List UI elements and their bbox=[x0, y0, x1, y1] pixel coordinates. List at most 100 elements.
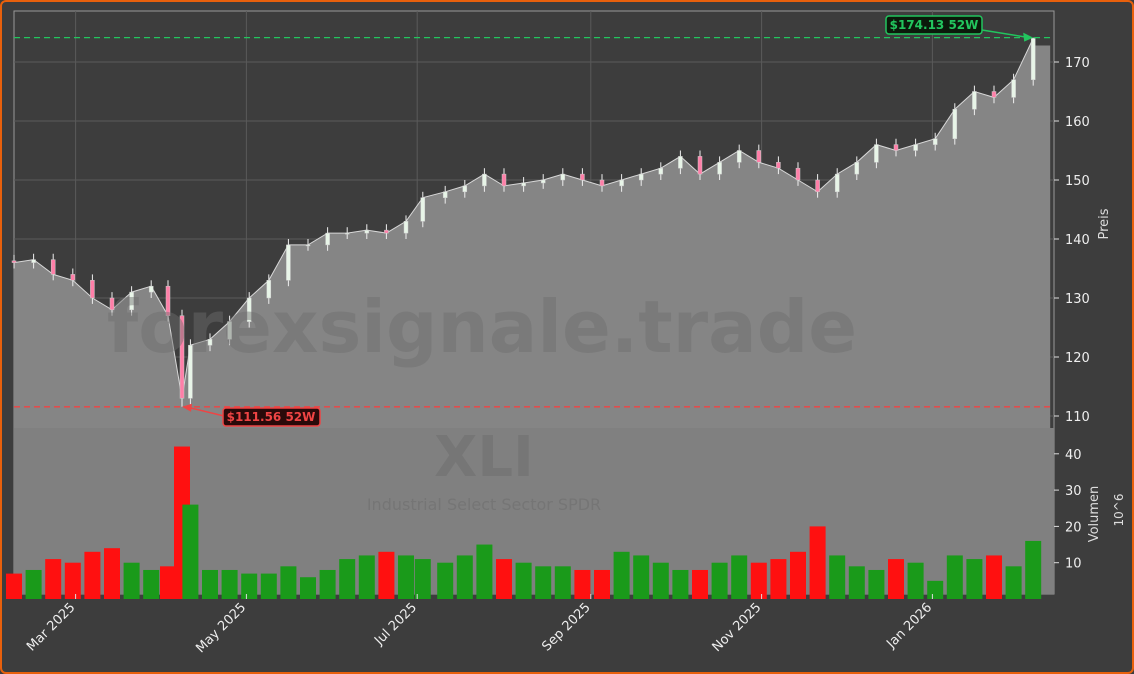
candles bbox=[11, 37, 1036, 407]
volume-bars bbox=[6, 446, 1042, 599]
candle-body bbox=[776, 162, 781, 169]
candle-body bbox=[638, 173, 644, 181]
candle-body bbox=[11, 260, 17, 263]
price-tick-label: 160 bbox=[1065, 115, 1090, 130]
time-tick-label: May 2025 bbox=[193, 600, 249, 656]
volume-bar bbox=[182, 504, 199, 599]
volume-bar bbox=[456, 555, 473, 599]
candle-body bbox=[619, 179, 624, 187]
candle-body bbox=[364, 229, 370, 234]
candle-body bbox=[286, 244, 291, 281]
volume-bar bbox=[613, 551, 630, 599]
volume-bar bbox=[750, 562, 767, 599]
candle-body bbox=[384, 229, 389, 234]
subtitle-watermark: Industrial Select Sector SPDR bbox=[367, 495, 601, 514]
volume-bar bbox=[554, 566, 571, 599]
volume-tick-label: 20 bbox=[1065, 520, 1082, 535]
candle-body bbox=[207, 339, 213, 346]
volume-bar bbox=[790, 551, 806, 599]
price-axis-label: Preis bbox=[1097, 208, 1112, 239]
volume-unit-label: 10^6 bbox=[1112, 494, 1126, 527]
candle-body bbox=[736, 150, 742, 163]
high-52w-label-box bbox=[885, 15, 983, 35]
candle-body bbox=[599, 179, 605, 187]
candle-body bbox=[717, 162, 722, 175]
candle-body bbox=[815, 179, 820, 193]
volume-bar bbox=[888, 559, 904, 599]
volume-bar bbox=[221, 569, 238, 599]
volume-bar bbox=[64, 562, 81, 599]
low-52w-arrowhead bbox=[182, 403, 192, 412]
candle-body bbox=[165, 285, 171, 316]
price-area-fill bbox=[14, 38, 1051, 429]
time-tick-label: Jul 2025 bbox=[371, 600, 420, 649]
candle-body bbox=[560, 173, 566, 181]
low-52w-label-box bbox=[222, 407, 321, 427]
candle-body bbox=[403, 221, 409, 234]
candle-body bbox=[31, 259, 36, 263]
candle-body bbox=[70, 274, 76, 281]
volume-bar bbox=[672, 569, 689, 599]
candle-body bbox=[932, 138, 938, 145]
price-area bbox=[13, 38, 1051, 429]
volume-axis-label: Volumen bbox=[1087, 486, 1102, 543]
candle-body bbox=[972, 91, 977, 110]
volume-bar bbox=[652, 562, 669, 599]
candle-body bbox=[952, 108, 958, 139]
candle-body bbox=[756, 150, 762, 163]
volume-bar bbox=[515, 562, 532, 599]
candle-body bbox=[179, 315, 185, 399]
candle-body bbox=[697, 156, 703, 175]
volume-bar bbox=[966, 559, 983, 599]
volume-bar bbox=[946, 555, 963, 599]
price-tick-label: 120 bbox=[1065, 351, 1090, 366]
candle-body bbox=[795, 167, 801, 181]
time-tick-label: Mar 2025 bbox=[24, 600, 78, 654]
price-tick-label: 170 bbox=[1065, 56, 1090, 71]
price-tick-label: 150 bbox=[1065, 174, 1090, 189]
candle-body bbox=[246, 297, 252, 322]
volume-tick-label: 30 bbox=[1065, 484, 1082, 499]
volume-bar bbox=[300, 577, 316, 599]
annotations: $174.13 52W $111.56 52W bbox=[182, 15, 1034, 427]
volume-bar bbox=[848, 566, 865, 599]
high-52w-label: $174.13 52W bbox=[890, 18, 979, 32]
candle-body bbox=[305, 244, 311, 247]
volume-bar bbox=[280, 566, 297, 599]
volume-bar bbox=[143, 569, 160, 599]
candle-body bbox=[913, 144, 918, 151]
price-tick-label: 130 bbox=[1065, 292, 1090, 307]
volume-bar bbox=[868, 569, 885, 599]
volume-bar bbox=[104, 548, 120, 599]
volume-bar bbox=[731, 555, 748, 599]
candle-body bbox=[129, 291, 134, 311]
volume-bar bbox=[378, 551, 395, 599]
volume-bar bbox=[574, 569, 591, 599]
candle-body bbox=[325, 232, 330, 246]
volume-bar bbox=[437, 562, 454, 599]
time-tick-label: Nov 2025 bbox=[710, 600, 765, 655]
volume-bar bbox=[496, 559, 512, 599]
volume-bar bbox=[84, 551, 101, 599]
volume-bar bbox=[633, 555, 650, 599]
candle-body bbox=[266, 280, 272, 299]
price-tick-label: 110 bbox=[1065, 410, 1090, 425]
candle-body bbox=[580, 173, 585, 181]
volume-bar bbox=[319, 569, 336, 599]
high-52w-arrowhead bbox=[1023, 32, 1034, 42]
candle-body bbox=[1011, 79, 1016, 98]
candle-body bbox=[1030, 38, 1036, 80]
volume-bar bbox=[692, 569, 708, 599]
candle-body bbox=[834, 173, 840, 193]
candle-body bbox=[442, 191, 448, 198]
volume-bar bbox=[260, 573, 277, 599]
low-52w-arrow bbox=[185, 406, 225, 417]
volume-bar bbox=[358, 555, 375, 599]
volume-bar bbox=[1025, 540, 1042, 599]
candle-body bbox=[420, 197, 426, 222]
low-52w-label: $111.56 52W bbox=[227, 410, 316, 424]
volume-bar bbox=[45, 559, 62, 599]
volume-bar bbox=[25, 569, 42, 599]
candle-body bbox=[462, 185, 468, 193]
